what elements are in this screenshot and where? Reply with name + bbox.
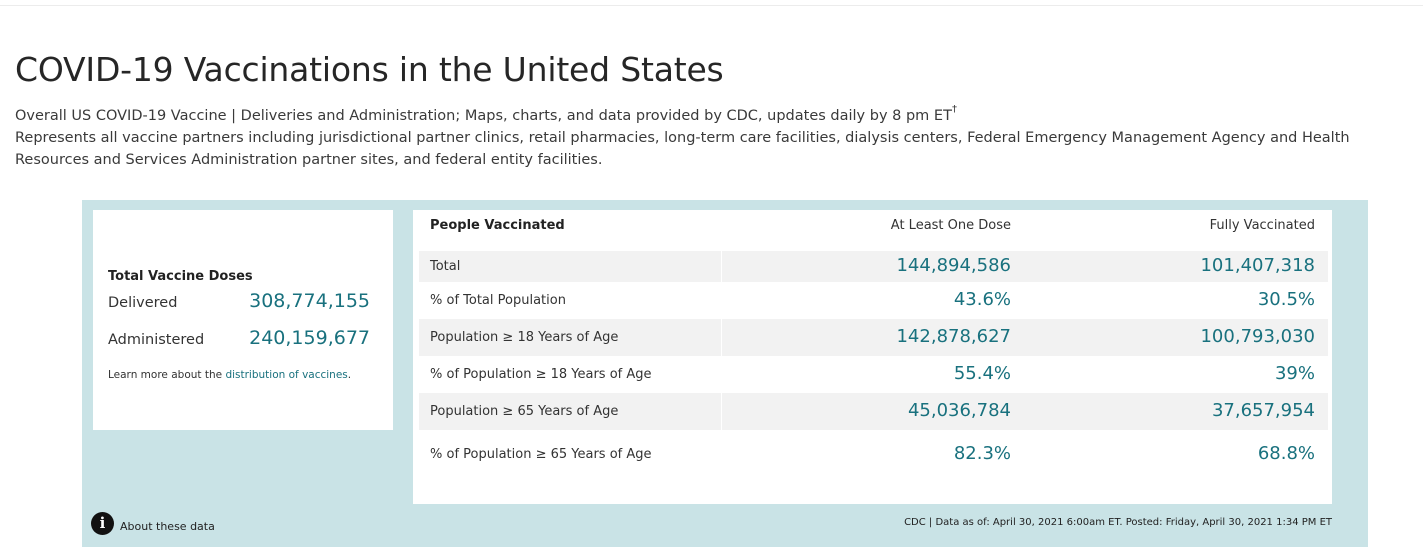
row-label: % of Population ≥ 18 Years of Age bbox=[430, 367, 652, 382]
learn-more-prefix: Learn more about the bbox=[108, 369, 226, 381]
vaccination-data-panel: Total Vaccine Doses Delivered 308,774,15… bbox=[82, 200, 1368, 547]
column-divider bbox=[721, 319, 722, 356]
delivered-row: Delivered 308,774,155 bbox=[108, 290, 370, 312]
table-row: % of Population ≥ 65 Years of Age 82.3% … bbox=[419, 430, 1328, 480]
people-vaccinated-table: People Vaccinated At Least One Dose Full… bbox=[413, 210, 1332, 504]
about-these-data-link[interactable]: i About these data bbox=[91, 510, 215, 536]
fully-vaccinated-value: 30.5% bbox=[1257, 289, 1315, 310]
row-label: % of Total Population bbox=[430, 293, 566, 308]
at-least-one-dose-value: 142,878,627 bbox=[896, 326, 1011, 347]
administered-row: Administered 240,159,677 bbox=[108, 327, 370, 349]
at-least-one-dose-value: 43.6% bbox=[953, 289, 1011, 310]
at-least-one-dose-header: At Least One Dose bbox=[890, 218, 1011, 233]
description-line-2: Represents all vaccine partners includin… bbox=[15, 129, 1350, 168]
table-header: People Vaccinated At Least One Dose Full… bbox=[413, 210, 1328, 248]
administered-value: 240,159,677 bbox=[249, 327, 370, 349]
top-divider bbox=[0, 5, 1423, 6]
row-label: Total bbox=[430, 259, 461, 274]
delivered-value: 308,774,155 bbox=[249, 290, 370, 312]
fully-vaccinated-header: Fully Vaccinated bbox=[1209, 218, 1315, 233]
description-line-1: Overall US COVID-19 Vaccine | Deliveries… bbox=[15, 101, 1423, 127]
distribution-of-vaccines-link[interactable]: distribution of vaccines bbox=[225, 369, 348, 381]
at-least-one-dose-value: 144,894,586 bbox=[896, 255, 1011, 276]
table-row: Total 144,894,586 101,407,318 bbox=[419, 251, 1328, 282]
page-title: COVID-19 Vaccinations in the United Stat… bbox=[15, 50, 724, 89]
learn-more-text: Learn more about the distribution of vac… bbox=[108, 369, 351, 381]
column-divider bbox=[721, 393, 722, 430]
fully-vaccinated-value: 100,793,030 bbox=[1200, 326, 1315, 347]
fully-vaccinated-value: 68.8% bbox=[1257, 443, 1315, 464]
at-least-one-dose-value: 55.4% bbox=[953, 363, 1011, 384]
info-icon[interactable]: i bbox=[91, 511, 114, 535]
at-least-one-dose-value: 45,036,784 bbox=[907, 400, 1011, 421]
table-row: Population ≥ 18 Years of Age 142,878,627… bbox=[419, 319, 1328, 356]
people-vaccinated-header: People Vaccinated bbox=[430, 218, 565, 233]
delivered-label: Delivered bbox=[108, 295, 178, 311]
table-row: % of Total Population 43.6% 30.5% bbox=[419, 282, 1328, 319]
page-description: Overall US COVID-19 Vaccine | Deliveries… bbox=[15, 101, 1423, 171]
table-row: Population ≥ 65 Years of Age 45,036,784 … bbox=[419, 393, 1328, 430]
row-label: Population ≥ 18 Years of Age bbox=[430, 330, 619, 345]
description-line-1-text: Overall US COVID-19 Vaccine | Deliveries… bbox=[15, 107, 952, 124]
about-these-data-label[interactable]: About these data bbox=[120, 519, 215, 533]
row-label: Population ≥ 65 Years of Age bbox=[430, 404, 619, 419]
row-label: % of Population ≥ 65 Years of Age bbox=[430, 447, 652, 462]
total-vaccine-doses-card: Total Vaccine Doses Delivered 308,774,15… bbox=[93, 210, 393, 430]
fully-vaccinated-value: 101,407,318 bbox=[1200, 255, 1315, 276]
learn-more-suffix: . bbox=[347, 369, 352, 381]
column-divider bbox=[721, 251, 722, 282]
data-source-timestamp: CDC | Data as of: April 30, 2021 6:00am … bbox=[904, 517, 1332, 528]
table-row: % of Population ≥ 18 Years of Age 55.4% … bbox=[419, 356, 1328, 393]
fully-vaccinated-value: 37,657,954 bbox=[1211, 400, 1315, 421]
fully-vaccinated-value: 39% bbox=[1274, 363, 1315, 384]
dagger-footnote-marker: † bbox=[951, 104, 957, 115]
at-least-one-dose-value: 82.3% bbox=[953, 443, 1011, 464]
administered-label: Administered bbox=[108, 332, 205, 348]
doses-card-title: Total Vaccine Doses bbox=[108, 269, 253, 284]
